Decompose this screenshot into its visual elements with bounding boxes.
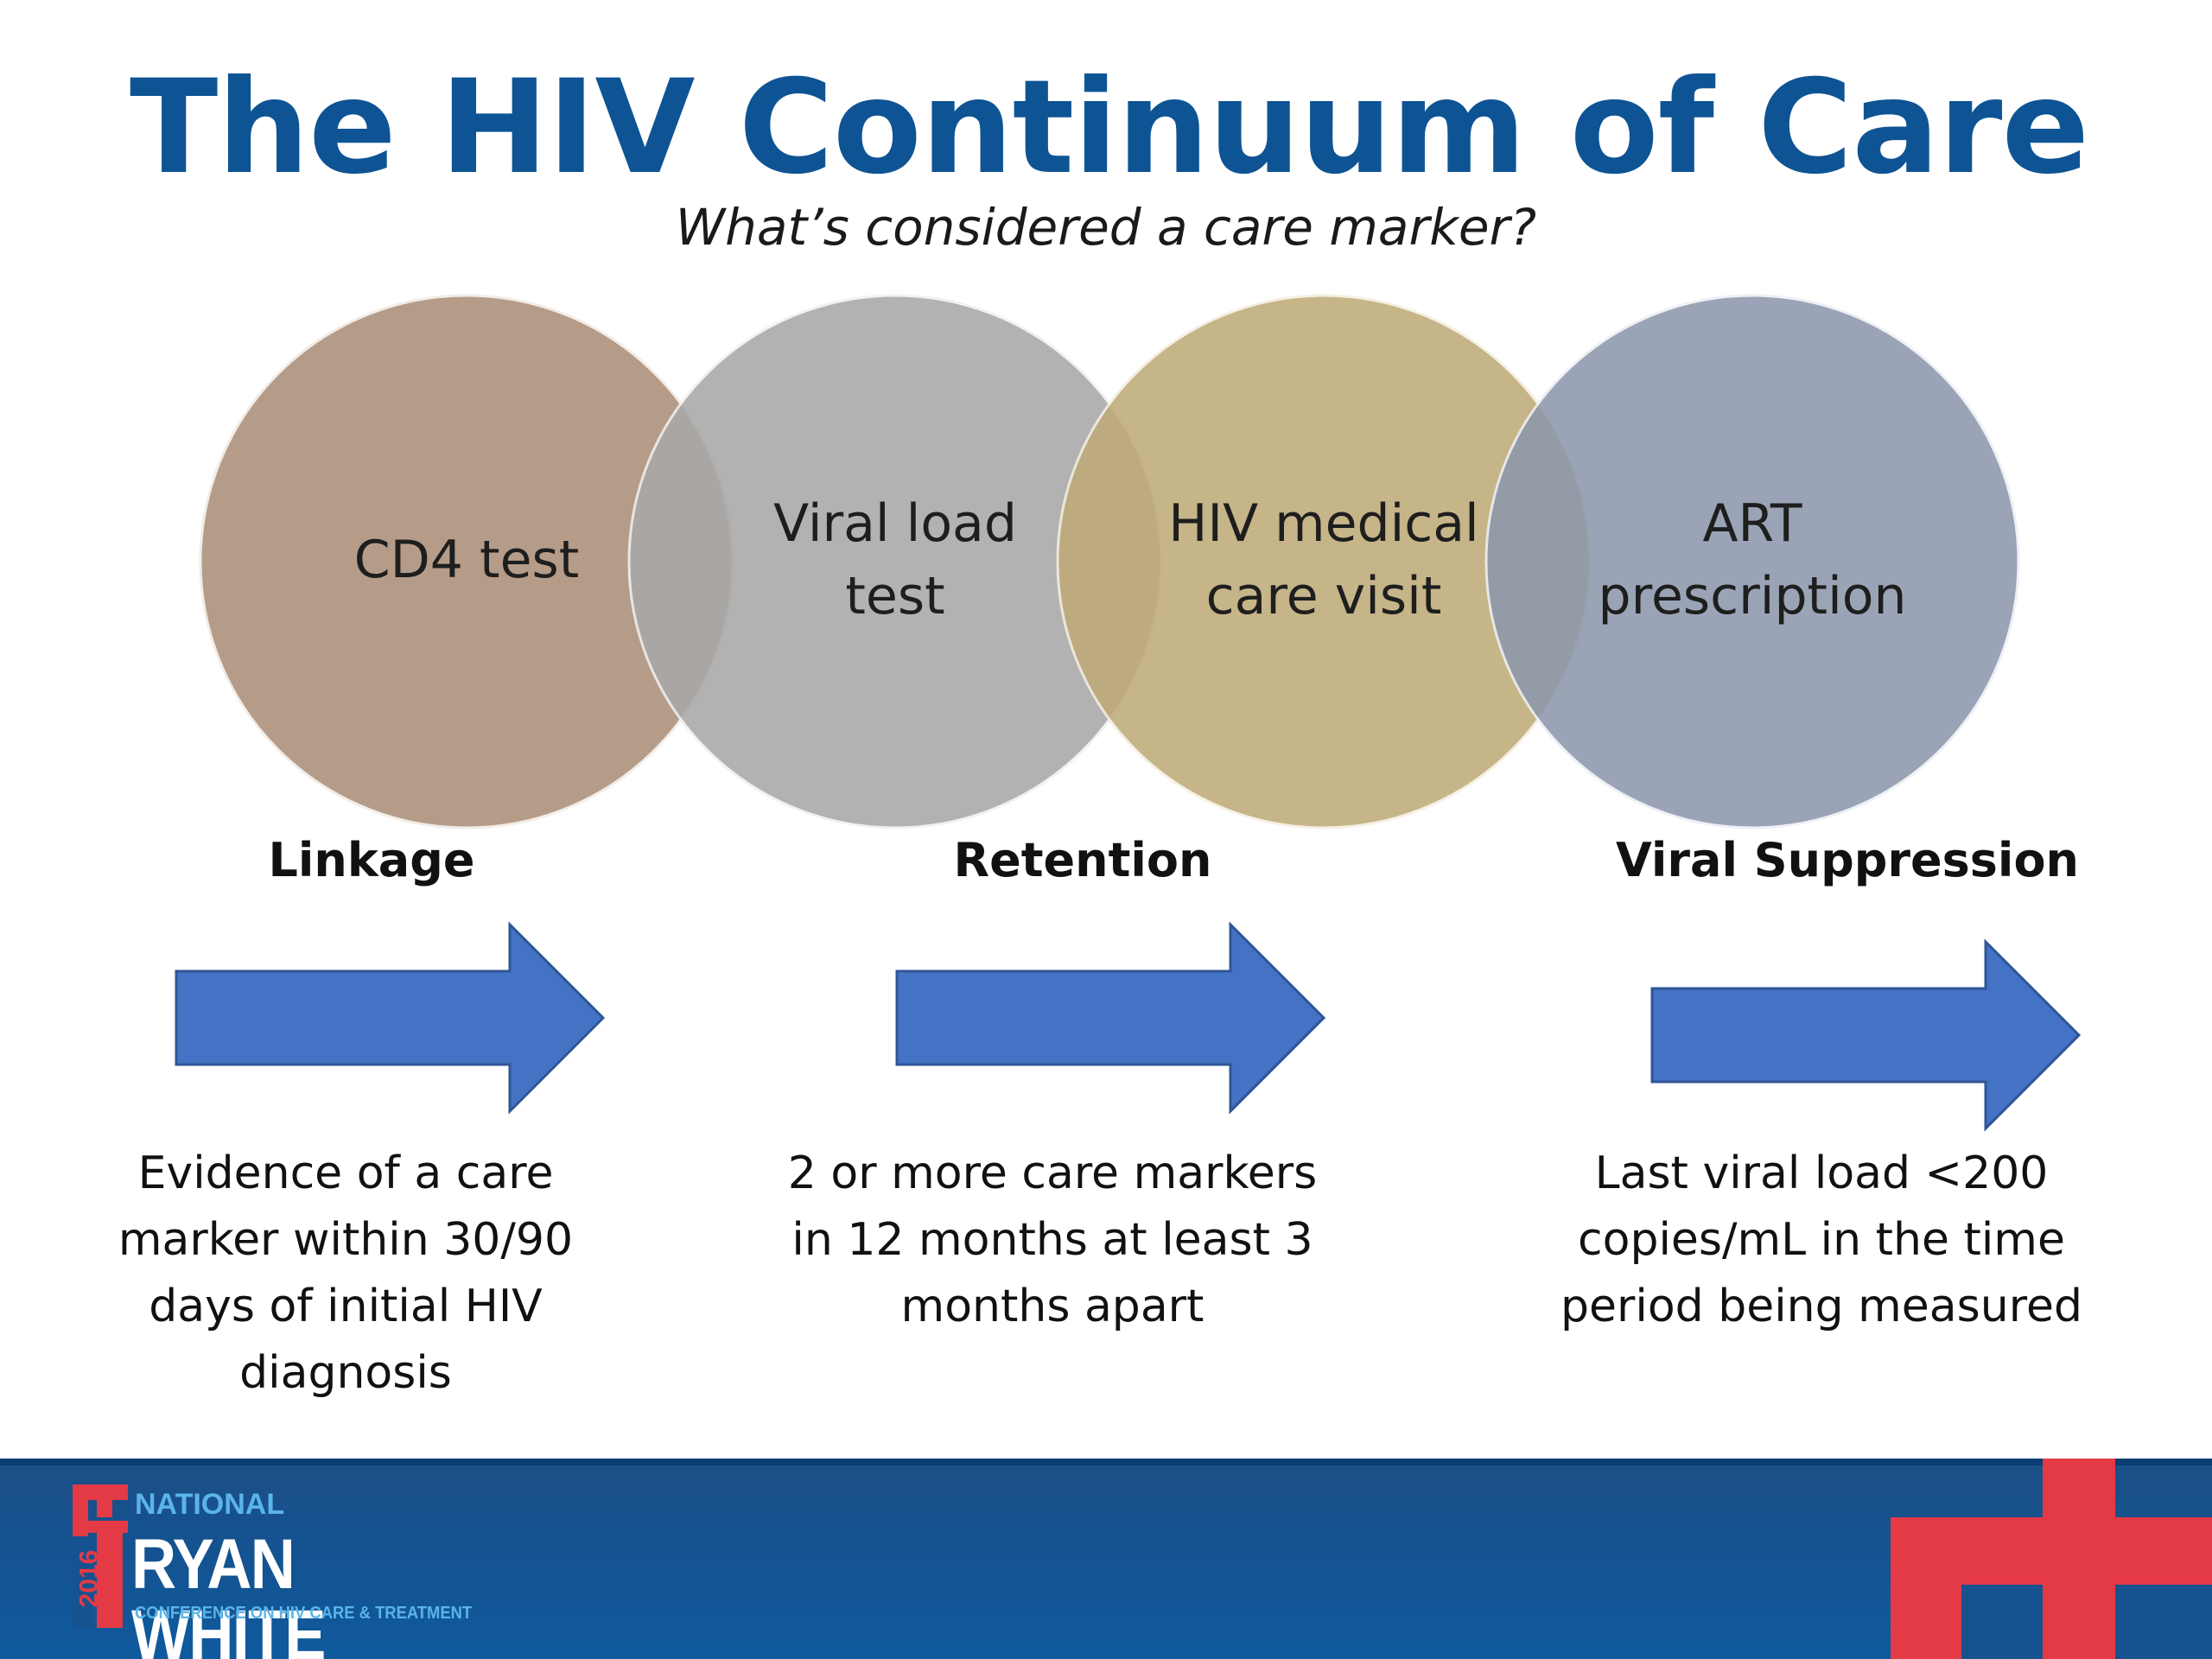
slide-title: The HIV Continuum of Care: [130, 53, 2089, 203]
hiv-medical-care-visit-label: HIV medical care visit: [1168, 493, 1479, 626]
logo-name-text: RYAN WHITE: [131, 1525, 326, 1659]
art-prescription-label: ART prescription: [1598, 493, 1907, 626]
logo-tagline-text: CONFERENCE ON HIV CARE & TREATMENT: [135, 1604, 473, 1623]
logo-year: 2016: [74, 1549, 104, 1608]
art-prescription-circle: [1484, 294, 2020, 830]
footer-divider: [0, 1459, 2212, 1465]
viral-load-test-label: Viral load test: [773, 493, 1017, 626]
stage-label-viral-suppression: Viral Suppression: [1616, 833, 2079, 887]
viral-suppression-arrow-icon: [1650, 938, 2082, 1132]
slide-subtitle: What’s considered a care marker?: [675, 198, 1537, 257]
corner-cross-icon: [1891, 1459, 2212, 1659]
footer-band: 2016 NATIONAL RYAN WHITE CONFERENCE ON H…: [0, 1459, 2212, 1659]
retention-arrow-icon: [895, 921, 1326, 1115]
logo-national-text: NATIONAL: [135, 1488, 285, 1521]
stage-description-retention: 2 or more care markers in 12 months at l…: [787, 1147, 1318, 1332]
stage-description-viral-suppression: Last viral load <200 copies/mL in the ti…: [1560, 1147, 2082, 1332]
logo-cross-icon: [73, 1484, 128, 1628]
stage-label-retention: Retention: [953, 833, 1212, 887]
stage-description-linkage: Evidence of a care marker within 30/90 d…: [118, 1147, 574, 1399]
linkage-arrow-icon: [175, 921, 606, 1115]
cd4-test-label: CD4 test: [353, 530, 580, 590]
stage-arrows: [175, 921, 2082, 1132]
stage-label-linkage: Linkage: [268, 833, 475, 887]
ryan-white-logo: 2016 NATIONAL RYAN WHITE CONFERENCE ON H…: [73, 1484, 522, 1659]
venn-circles: [199, 294, 2020, 830]
